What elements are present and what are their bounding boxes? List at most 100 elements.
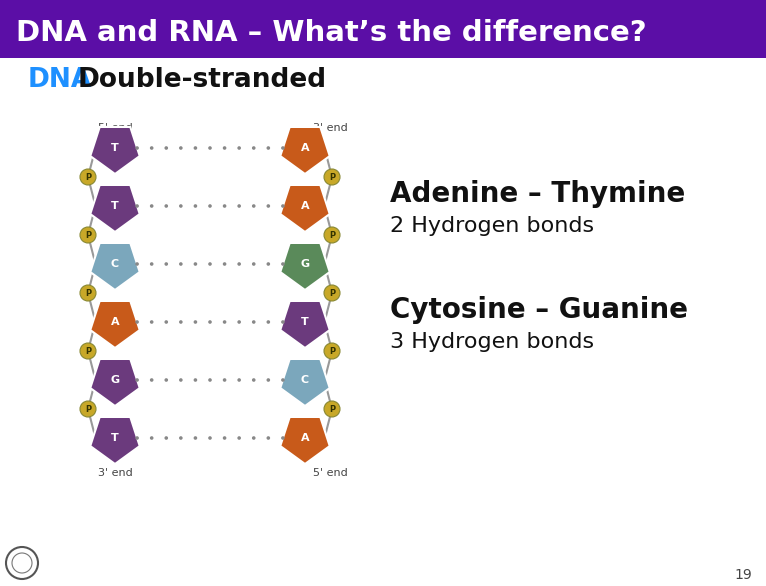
Circle shape [324,227,340,243]
Text: Double-stranded: Double-stranded [78,67,327,93]
Circle shape [281,378,285,382]
Circle shape [136,320,139,324]
Text: 3 Hydrogen bonds: 3 Hydrogen bonds [390,332,594,352]
Circle shape [237,436,241,440]
Circle shape [267,320,270,324]
Polygon shape [90,417,139,464]
Text: Adenine – Thymine: Adenine – Thymine [390,180,686,209]
Circle shape [281,146,285,150]
Circle shape [267,436,270,440]
Circle shape [237,146,241,150]
Text: 19: 19 [735,568,752,582]
Circle shape [237,262,241,266]
Circle shape [136,262,139,266]
Circle shape [267,146,270,150]
Circle shape [194,436,197,440]
Text: P: P [329,230,335,240]
Polygon shape [280,243,329,290]
Text: A: A [301,201,309,211]
Circle shape [136,204,139,208]
Circle shape [324,343,340,359]
Text: P: P [85,230,91,240]
Circle shape [252,378,256,382]
Text: A: A [301,143,309,153]
Circle shape [252,436,256,440]
Circle shape [252,262,256,266]
Text: P: P [85,172,91,182]
Polygon shape [90,359,139,406]
Text: T: T [111,433,119,443]
Circle shape [179,378,182,382]
Circle shape [179,436,182,440]
Circle shape [267,204,270,208]
Text: G: G [110,375,119,385]
Circle shape [252,204,256,208]
Text: 5' end: 5' end [313,468,348,478]
Text: C: C [301,375,309,385]
Circle shape [281,204,285,208]
Text: P: P [329,346,335,356]
Text: 5' end: 5' end [97,123,133,133]
Text: P: P [85,346,91,356]
Polygon shape [90,243,139,290]
Text: 3' end: 3' end [313,123,348,133]
Text: A: A [111,317,119,327]
Text: Cytosine – Guanine: Cytosine – Guanine [390,297,688,325]
Circle shape [223,436,227,440]
Circle shape [223,378,227,382]
Circle shape [80,285,96,301]
Text: DNA and RNA – What’s the difference?: DNA and RNA – What’s the difference? [16,19,647,47]
Circle shape [179,262,182,266]
Text: P: P [329,172,335,182]
Circle shape [237,378,241,382]
Circle shape [150,146,153,150]
Circle shape [194,320,197,324]
Circle shape [179,204,182,208]
Circle shape [80,227,96,243]
Circle shape [165,262,168,266]
Text: DNA: DNA [28,67,92,93]
Circle shape [194,204,197,208]
Circle shape [136,378,139,382]
Circle shape [150,320,153,324]
Circle shape [252,320,256,324]
Circle shape [237,204,241,208]
Polygon shape [280,301,329,348]
Circle shape [165,320,168,324]
Circle shape [179,146,182,150]
Circle shape [208,436,212,440]
Text: A: A [301,433,309,443]
Circle shape [237,320,241,324]
Circle shape [223,262,227,266]
Circle shape [252,146,256,150]
Text: P: P [329,404,335,414]
Circle shape [281,262,285,266]
Circle shape [165,146,168,150]
Circle shape [179,320,182,324]
Circle shape [208,146,212,150]
Circle shape [194,378,197,382]
Polygon shape [280,359,329,406]
Text: T: T [111,143,119,153]
Circle shape [136,146,139,150]
Circle shape [150,262,153,266]
Circle shape [136,436,139,440]
FancyBboxPatch shape [0,0,766,58]
Circle shape [165,204,168,208]
Text: C: C [111,259,119,269]
Text: 2 Hydrogen bonds: 2 Hydrogen bonds [390,216,594,236]
Polygon shape [280,417,329,464]
Circle shape [80,169,96,185]
Circle shape [208,378,212,382]
Text: P: P [329,288,335,298]
Circle shape [165,436,168,440]
Circle shape [208,262,212,266]
Circle shape [281,320,285,324]
Text: G: G [300,259,309,269]
Circle shape [150,204,153,208]
Circle shape [194,262,197,266]
Text: 3' end: 3' end [97,468,133,478]
Text: T: T [301,317,309,327]
Circle shape [165,378,168,382]
Circle shape [324,401,340,417]
